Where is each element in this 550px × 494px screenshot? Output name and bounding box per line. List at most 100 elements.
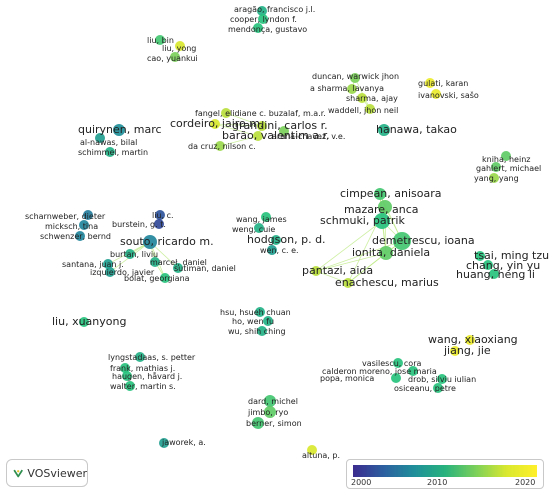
node-label-jiang_jie[interactable]: jiang, jie — [443, 344, 491, 357]
node-label-walter[interactable]: walter, martin s. — [110, 382, 176, 391]
node-walter[interactable] — [125, 381, 135, 391]
node-barao[interactable] — [253, 131, 263, 141]
node-label-hodgson[interactable]: hodgson, p. d. — [247, 233, 326, 246]
node-wang_xiaoxiang[interactable] — [465, 335, 475, 345]
node-jiang_jie[interactable] — [450, 346, 460, 356]
node-cordeiro[interactable] — [210, 119, 220, 129]
node-label-sharma_lavanya[interactable]: a sharma, lavanya — [310, 84, 384, 93]
node-scharnweber[interactable] — [83, 210, 93, 220]
node-drob[interactable] — [437, 374, 447, 384]
node-label-hsu[interactable]: hsu, hsueh chuan — [220, 308, 291, 317]
node-dard[interactable] — [264, 395, 276, 407]
node-label-drob[interactable]: drob, silviu iulian — [408, 375, 476, 384]
node-label-barao[interactable]: barão, valentim a.r. — [222, 129, 330, 142]
node-label-ionita[interactable]: ionita, daniela — [352, 246, 430, 259]
node-schmuki[interactable] — [374, 213, 390, 229]
node-altuna[interactable] — [307, 445, 317, 455]
node-ivanovski[interactable] — [431, 89, 441, 99]
node-bolat[interactable] — [160, 273, 170, 283]
node-cao_yuankui[interactable] — [170, 52, 180, 62]
node-burtan[interactable] — [125, 249, 135, 259]
node-jimbo[interactable] — [264, 406, 276, 418]
node-cooper[interactable] — [258, 14, 268, 24]
node-label-tsai[interactable]: tsai, ming tzu — [474, 249, 549, 262]
node-label-liu_xuanyong[interactable]: liu, xuanyong — [52, 315, 126, 328]
node-label-micksch[interactable]: micksch, tina — [45, 222, 98, 231]
node-label-santana[interactable]: santana, juan j. — [62, 260, 124, 269]
node-label-liu_c[interactable]: liu, c. — [152, 211, 174, 220]
node-label-sharma_ajay[interactable]: sharma, ajay — [346, 94, 398, 103]
node-marcel[interactable] — [150, 257, 160, 267]
node-label-mazare[interactable]: mazare, anca — [344, 203, 419, 216]
node-huang[interactable] — [489, 269, 499, 279]
node-gulati[interactable] — [425, 78, 435, 88]
node-ionita[interactable] — [379, 246, 393, 260]
node-label-hanawa[interactable]: hanawa, takao — [376, 123, 457, 136]
node-label-scharnweber[interactable]: scharnweber, dieter — [25, 212, 106, 221]
node-jaworek[interactable] — [159, 438, 169, 448]
node-label-osiceanu[interactable]: osiceanu, petre — [394, 384, 456, 393]
node-label-schwenzer[interactable]: schwenzer, bernd — [40, 232, 111, 241]
node-label-aragao[interactable]: aragão, francisco j.l. — [234, 5, 315, 14]
node-label-quirynen[interactable]: quirynen, marc — [78, 123, 162, 136]
node-label-burstein[interactable]: burstein, g. t. — [112, 220, 166, 229]
node-calderon[interactable] — [408, 366, 418, 376]
node-label-ho[interactable]: ho, wen fu — [232, 317, 274, 326]
node-label-duncan[interactable]: duncan, warwick jhon — [312, 72, 399, 81]
node-label-pantazi[interactable]: pantazi, aida — [302, 264, 373, 277]
node-label-cordeiro[interactable]: cordeiro, jairo m. — [170, 117, 264, 130]
node-schwenzer[interactable] — [75, 231, 85, 241]
node-vasilescu[interactable] — [393, 358, 403, 368]
node-fangel[interactable] — [221, 108, 231, 118]
node-ho[interactable] — [263, 316, 273, 326]
node-label-ivanovski[interactable]: ivanovski, sašo — [418, 90, 479, 100]
node-quirynen[interactable] — [113, 124, 125, 136]
node-izquierdo[interactable] — [105, 267, 115, 277]
node-label-demetrescu[interactable]: demetrescu, ioana — [372, 234, 475, 247]
node-label-cimpean[interactable]: cimpean, anisoara — [340, 187, 442, 200]
node-wang_james[interactable] — [261, 212, 271, 222]
node-label-gulati[interactable]: gulati, karan — [418, 79, 468, 88]
node-label-altuna[interactable]: altuna, p. — [302, 451, 340, 460]
node-label-arana[interactable]: arana-chavez, v.e. — [272, 132, 345, 141]
node-label-huang[interactable]: huang, heng li — [456, 268, 535, 281]
node-label-weng_cuie[interactable]: weng, cuie — [232, 225, 275, 234]
node-santana[interactable] — [103, 259, 113, 269]
node-label-waddell[interactable]: waddell, jhon neil — [328, 106, 398, 115]
node-tsai[interactable] — [475, 251, 485, 261]
node-label-mendonca[interactable]: mendonça, gustavo — [228, 25, 307, 34]
node-sharma_ajay[interactable] — [357, 93, 367, 103]
node-mendonca[interactable] — [253, 23, 263, 33]
node-haugen[interactable] — [122, 371, 132, 381]
node-label-wen_ce[interactable]: wen, c. e. — [260, 246, 299, 255]
node-sharma_lavanya[interactable] — [347, 84, 357, 94]
node-mazare[interactable] — [378, 200, 392, 214]
node-dacruz[interactable] — [215, 141, 225, 151]
node-label-haugen[interactable]: haugen, håvard j. — [112, 371, 182, 381]
node-label-berner[interactable]: berner, simon — [246, 419, 302, 428]
node-label-lyngstadaas[interactable]: lyngstadaas, s. petter — [108, 353, 196, 362]
node-label-wu[interactable]: wu, shih ching — [228, 327, 286, 336]
node-label-enachescu[interactable]: enachescu, marius — [335, 276, 439, 289]
node-label-chang[interactable]: chang, yin yu — [466, 259, 540, 272]
node-wen_ce[interactable] — [267, 245, 277, 255]
node-label-liu_bin[interactable]: liu, bin — [147, 36, 174, 45]
node-label-popa[interactable]: popa, monica — [320, 374, 374, 383]
node-osiceanu[interactable] — [433, 383, 443, 393]
node-label-grandini[interactable]: grandini, carlos r. — [232, 119, 328, 132]
node-label-souto[interactable]: souto, ricardo m. — [120, 235, 214, 248]
node-label-wang_james[interactable]: wang, james — [236, 215, 287, 224]
node-frank[interactable] — [120, 363, 130, 373]
node-label-frank[interactable]: frank, mathias j. — [110, 364, 175, 373]
node-label-gahlert[interactable]: gahlert, michael — [476, 164, 541, 173]
node-chang[interactable] — [483, 260, 493, 270]
node-label-yang_yang[interactable]: yang, yang — [474, 174, 519, 183]
node-grandini[interactable] — [257, 121, 267, 131]
node-enachescu[interactable] — [343, 278, 353, 288]
node-burstein[interactable] — [154, 219, 164, 229]
node-waddell[interactable] — [365, 104, 375, 114]
node-liu_yong[interactable] — [175, 41, 185, 51]
node-hsu[interactable] — [255, 307, 265, 317]
